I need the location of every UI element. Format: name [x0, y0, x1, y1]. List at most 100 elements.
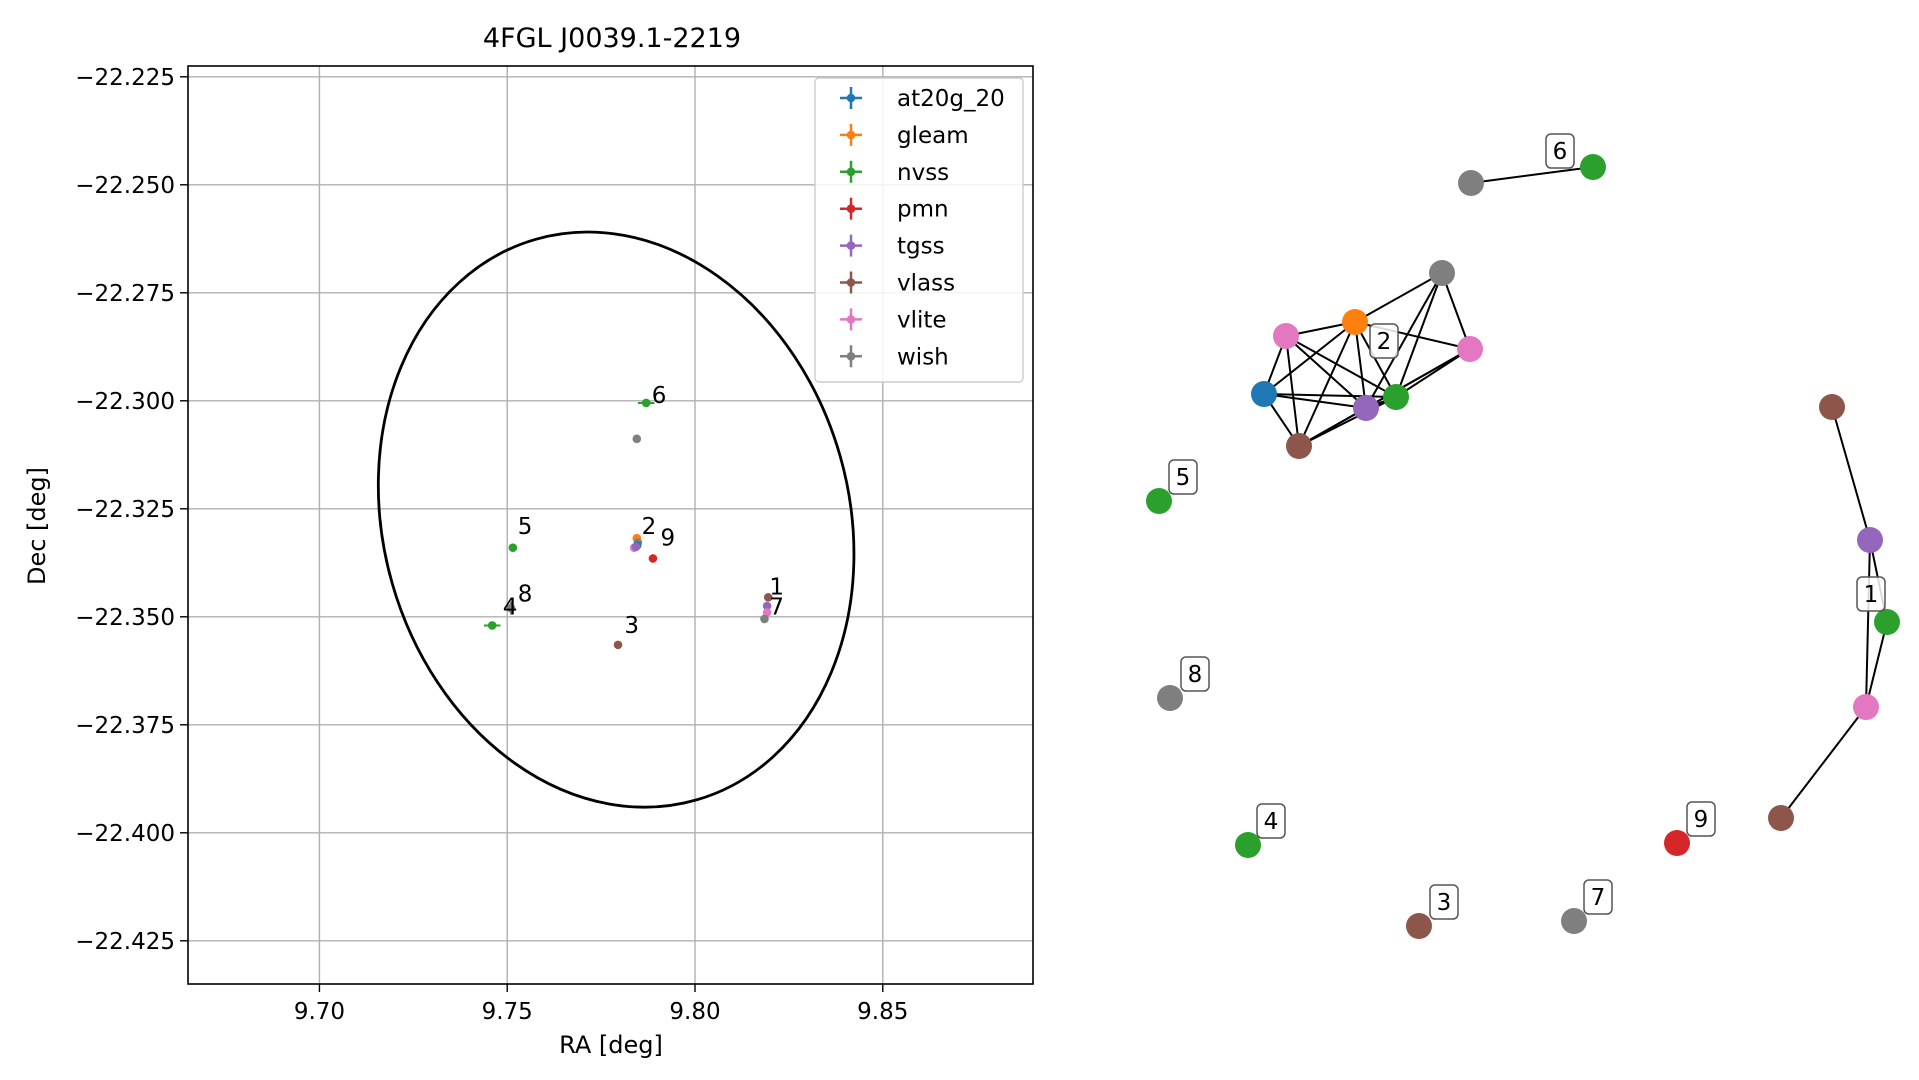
legend-label: pmn — [897, 197, 949, 223]
network-node-gleam — [1342, 309, 1368, 335]
legend-label: gleam — [897, 123, 969, 149]
point-label: 7 — [769, 595, 784, 621]
scatter-point-nvss — [637, 398, 655, 408]
network-node-vlass — [1406, 913, 1432, 939]
point-marker — [506, 603, 516, 613]
network-node-tgss — [1353, 395, 1379, 421]
network-edge — [1263, 393, 1367, 409]
network-node-label: 7 — [1583, 879, 1613, 915]
y-tick-label: −22.375 — [75, 713, 175, 739]
label-box — [1686, 801, 1716, 837]
label-text: 5 — [1176, 465, 1191, 491]
point-marker — [762, 601, 772, 611]
network-node-labels: 6 2 5 8 4 3 7 9 1 — [1168, 133, 1886, 920]
legend-label: nvss — [897, 160, 949, 186]
network-edge — [1354, 321, 1367, 409]
data-points — [483, 398, 773, 650]
legend-entry-wish: wish — [840, 344, 949, 370]
network-node-label: 6 — [1545, 133, 1575, 169]
scatter-point-nvss — [508, 543, 518, 552]
point-labels: 1 2 3 4 5 6 7 8 9 — [503, 383, 784, 639]
point-label: 4 — [503, 595, 518, 621]
network-edge — [1263, 393, 1397, 398]
network-node-label: 9 — [1686, 801, 1716, 837]
legend-swatch-dot — [846, 315, 856, 324]
label-text: 7 — [1591, 885, 1606, 911]
network-node-vlass — [1768, 805, 1794, 831]
label-text: 1 — [1864, 582, 1879, 608]
network-node-vlass — [1286, 433, 1312, 459]
scatter-point-wish — [760, 614, 769, 624]
label-box — [1369, 323, 1399, 359]
network-node-label: 5 — [1168, 459, 1198, 495]
network-node-label: 8 — [1180, 656, 1210, 692]
scatter-point-vlass — [613, 640, 623, 650]
y-tick-label: −22.300 — [75, 389, 175, 415]
point-marker — [763, 593, 773, 602]
network-edge — [1470, 166, 1594, 184]
legend-entry-gleam: gleam — [840, 123, 969, 149]
network-edge — [1865, 539, 1871, 708]
network-node-label: 2 — [1369, 323, 1399, 359]
legend-swatch-dot — [846, 278, 856, 287]
point-marker — [508, 543, 518, 552]
network-node-at20g_20 — [1251, 381, 1277, 407]
y-tick-label: −22.275 — [75, 281, 175, 307]
label-box — [1180, 656, 1210, 692]
point-marker — [762, 608, 772, 617]
legend-swatch-dot — [846, 352, 856, 361]
x-axis-label: RA [deg] — [559, 1031, 663, 1059]
point-marker — [641, 398, 651, 408]
uncertainty-ellipse — [376, 230, 856, 809]
legend-entry-vlite: vlite — [840, 307, 947, 333]
y-axis-ticks: −22.225 −22.250 −22.275 −22.300 −22.325 −22.3… — [75, 65, 188, 955]
network-edge — [1865, 621, 1888, 708]
network-edge — [1285, 335, 1397, 398]
network-edge — [1365, 272, 1443, 409]
point-marker — [487, 621, 497, 630]
network-node-wish — [1561, 908, 1587, 934]
y-axis-label: Dec [deg] — [23, 467, 51, 585]
scatter-point-wish — [632, 434, 642, 444]
network-edge — [1285, 335, 1300, 447]
label-text: 6 — [1553, 139, 1568, 165]
y-tick-label: −22.350 — [75, 605, 175, 631]
scatter-point-tgss — [762, 601, 772, 611]
scatter-point-wish — [506, 601, 516, 615]
scatter-panel: 4FGL J0039.1-2219 1 2 3 4 5 6 7 8 9 9.70 9.75 9.80… — [23, 23, 1034, 1059]
legend-swatch-dot — [846, 93, 856, 103]
point-label: 3 — [624, 613, 639, 639]
point-label: 6 — [652, 383, 667, 409]
legend-swatch-dot — [846, 241, 856, 250]
point-marker — [760, 614, 769, 624]
scatter-point-nvss — [483, 621, 501, 630]
point-label: 5 — [518, 514, 533, 540]
label-box — [1429, 884, 1459, 920]
uncertainty-ellipse-group — [376, 230, 856, 809]
network-node-tgss — [1857, 527, 1883, 553]
network-node-vlite — [1853, 694, 1879, 720]
x-axis-ticks: 9.70 9.75 9.80 9.85 — [294, 984, 908, 1025]
y-tick-label: −22.325 — [75, 497, 175, 523]
x-tick-label: 9.80 — [669, 999, 720, 1025]
network-edges — [1263, 166, 1888, 819]
point-marker — [632, 434, 642, 444]
network-panel: 6 2 5 8 4 3 7 9 1 — [1146, 133, 1900, 939]
legend-entry-tgss: tgss — [840, 234, 945, 260]
network-node-vlite — [1457, 336, 1483, 362]
x-tick-label: 9.75 — [482, 999, 533, 1025]
label-box — [1856, 576, 1886, 612]
label-box — [1256, 803, 1286, 839]
y-tick-label: −22.225 — [75, 65, 175, 91]
point-label: 2 — [642, 514, 657, 540]
network-edge — [1354, 321, 1397, 398]
network-nodes — [1146, 154, 1900, 939]
label-text: 3 — [1437, 890, 1452, 916]
plot-frame — [187, 65, 1034, 985]
scatter-point-pmn — [648, 554, 658, 563]
network-node-label: 4 — [1256, 803, 1286, 839]
network-edge — [1831, 406, 1871, 541]
legend-swatch-dot — [846, 167, 856, 177]
legend-entry-at20g_20: at20g_20 — [840, 86, 1005, 112]
legend-swatch-dot — [846, 204, 856, 213]
